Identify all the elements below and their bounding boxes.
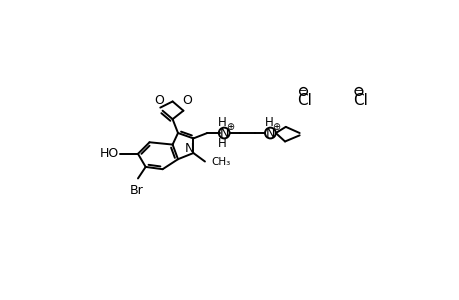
Text: N: N <box>219 127 229 140</box>
Text: ⊕: ⊕ <box>272 122 280 132</box>
Text: H: H <box>264 116 273 129</box>
Text: CH₃: CH₃ <box>211 157 230 167</box>
Text: H: H <box>218 137 227 150</box>
Text: −: − <box>299 86 307 96</box>
Text: HO: HO <box>100 147 119 160</box>
Text: O: O <box>153 94 163 107</box>
Text: Cl: Cl <box>353 93 367 108</box>
Text: ⊕: ⊕ <box>226 122 234 132</box>
Text: O: O <box>182 94 192 107</box>
Text: N: N <box>185 142 194 155</box>
Text: Br: Br <box>129 184 143 197</box>
Text: N: N <box>265 127 274 140</box>
Text: H: H <box>218 116 227 129</box>
Text: Cl: Cl <box>297 93 312 108</box>
Text: −: − <box>354 86 362 96</box>
